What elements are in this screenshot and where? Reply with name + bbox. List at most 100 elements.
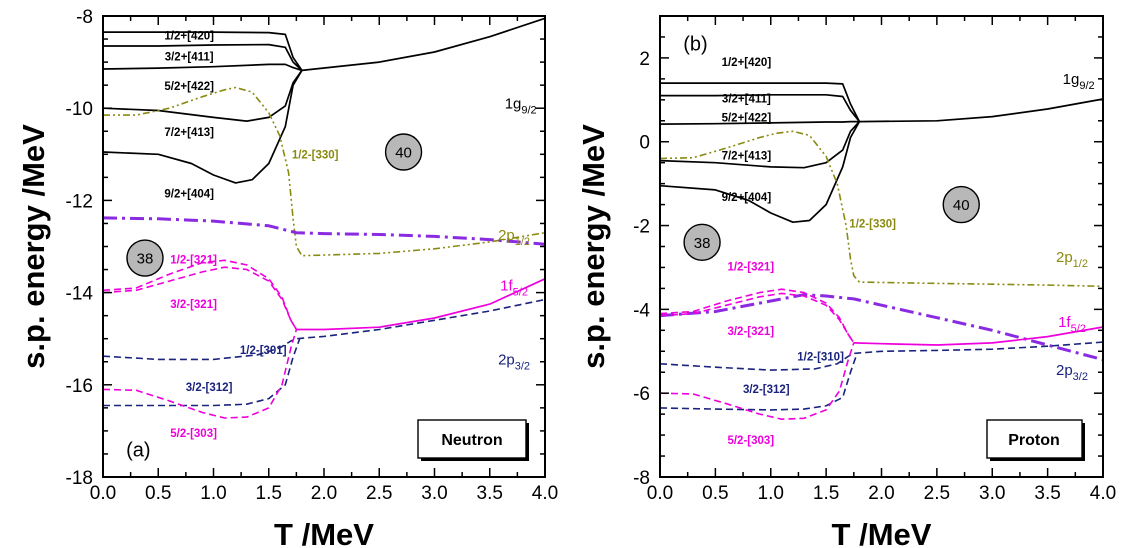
series-line-2 (102, 63, 303, 72)
orbital-label-main: 2p (1056, 362, 1073, 379)
x-tick-label: 0.0 (90, 483, 116, 504)
orbital-label-main: 1f (500, 278, 513, 295)
x-tick-label: 0.5 (145, 483, 171, 504)
y-axis-title: s.p. energy /MeV (16, 124, 51, 369)
orbital-label: 1f5/2 (1058, 314, 1086, 335)
y-tick-label: -2 (633, 217, 650, 238)
level-label: 3/2-[321] (727, 326, 774, 338)
series-line-6 (659, 293, 1104, 362)
x-tick-label: 3.0 (421, 483, 447, 504)
magic-number-label: 38 (137, 251, 154, 268)
level-label: 3/2-[312] (743, 384, 790, 396)
level-label: 9/2+[404] (164, 188, 214, 200)
series-line-6 (102, 216, 546, 246)
series-line-8 (659, 292, 855, 344)
level-label: 3/2-[321] (170, 299, 217, 311)
level-label: 7/2+[413] (164, 127, 214, 139)
orbital-label-main: 1f (1058, 314, 1071, 331)
y-tick-label: -4 (633, 300, 650, 321)
magic-number-circle (683, 223, 721, 262)
magic-number-circle (126, 239, 164, 277)
x-tick-label: 1.0 (200, 483, 226, 504)
magic-number-circle (384, 133, 423, 171)
series-line-4 (659, 121, 861, 224)
magic-number-label: 38 (694, 235, 711, 252)
series-line-12 (102, 329, 298, 419)
x-tick-label: 4.0 (1090, 483, 1116, 504)
series-line-0 (103, 17, 546, 72)
orbital-label-sub: 3/2 (1073, 371, 1088, 383)
level-label: 1/2-[321] (170, 254, 217, 266)
series-line-10 (659, 341, 1104, 371)
orbital-label-sub: 1/2 (515, 236, 530, 248)
legend-box-label: Proton (1008, 432, 1060, 449)
orbital-label: 1g9/2 (1063, 71, 1095, 92)
x-tick-label: 1.5 (813, 483, 839, 504)
y-tick-label: -8 (633, 468, 650, 489)
y-tick-label: -18 (66, 468, 93, 489)
orbital-label: 2p3/2 (1056, 362, 1088, 383)
orbital-label: 2p3/2 (498, 351, 530, 372)
x-tick-label: 2.5 (366, 483, 392, 504)
level-label: 9/2+[404] (722, 192, 772, 204)
x-tick-label: 3.0 (979, 483, 1005, 504)
orbital-label-sub: 9/2 (521, 105, 536, 117)
level-label: 5/2-[303] (727, 435, 774, 447)
legend-box (986, 419, 1083, 459)
level-label: 5/2+[422] (164, 81, 214, 93)
y-tick-label: 2 (639, 49, 650, 70)
orbital-label-sub: 1/2 (1073, 258, 1088, 270)
level-label: 1/2-[330] (292, 149, 339, 161)
series-line-5 (659, 130, 1104, 288)
series-line-9 (296, 278, 546, 331)
series-line-11 (659, 353, 858, 411)
level-label: 7/2+[413] (722, 151, 772, 163)
legend-box-label: Neutron (441, 432, 502, 449)
x-tick-label: 1.5 (256, 483, 282, 504)
y-tick-label: -14 (66, 284, 94, 305)
y-tick-label: -8 (76, 7, 93, 28)
panel-neutron: 0.0 0.5 1.0 1.5 2.0 2.5 3.0 3.5 4.0 -18 -16 -14 -12 -… (16, 7, 558, 548)
series-line-2 (659, 120, 860, 125)
orbital-label: 1g9/2 (505, 96, 537, 117)
orbital-label-main: 1g (505, 96, 522, 113)
y-axis-title: s.p. energy /MeV (576, 124, 611, 369)
x-tick-label: 2.0 (311, 483, 337, 504)
level-label: 1/2+[420] (164, 30, 214, 42)
x-tick-label: 3.5 (1034, 483, 1060, 504)
x-tick-label: 4.0 (532, 483, 558, 504)
x-axis-title: T /MeV (274, 517, 374, 548)
level-label: 3/2-[312] (186, 382, 233, 394)
y-tick-label: 0 (639, 133, 650, 154)
level-label: 5/2-[303] (170, 428, 217, 440)
orbital-label-main: 1g (1063, 71, 1080, 88)
series-line-3 (659, 121, 861, 169)
series-line-10 (102, 298, 546, 361)
orbital-label-sub: 9/2 (1079, 80, 1094, 92)
level-label: 1/2-[310] (797, 351, 844, 363)
series-line-12 (659, 342, 855, 420)
magic-number-label: 40 (395, 144, 412, 161)
series-line-9 (853, 326, 1104, 346)
series-line-4 (102, 69, 303, 184)
level-label: 1/2-[301] (240, 345, 287, 357)
panel-proton: 0.0 0.5 1.0 1.5 2.0 2.5 3.0 3.5 4.0 -8 -6 -4 -2 0 2 T /… (576, 15, 1116, 548)
series-line-8 (102, 266, 298, 330)
series-line-0 (660, 82, 1104, 123)
level-label: 5/2+[422] (722, 112, 772, 124)
x-tick-label: 1.0 (758, 483, 784, 504)
orbital-label-main: 2p (1056, 249, 1073, 266)
y-tick-label: -16 (66, 376, 93, 397)
magic-number-label: 40 (953, 197, 970, 214)
legend-box (417, 419, 527, 459)
orbital-label-main: 2p (498, 227, 515, 244)
series-line-1 (103, 43, 303, 72)
panel-tag: (a) (126, 439, 150, 461)
y-tick-label: -10 (66, 99, 93, 120)
orbital-label-main: 2p (498, 351, 515, 368)
plot-frame (659, 15, 1104, 478)
level-label: 1/2-[321] (727, 262, 774, 274)
orbital-label-sub: 3/2 (515, 360, 530, 372)
x-axis-title: T /MeV (832, 517, 932, 548)
